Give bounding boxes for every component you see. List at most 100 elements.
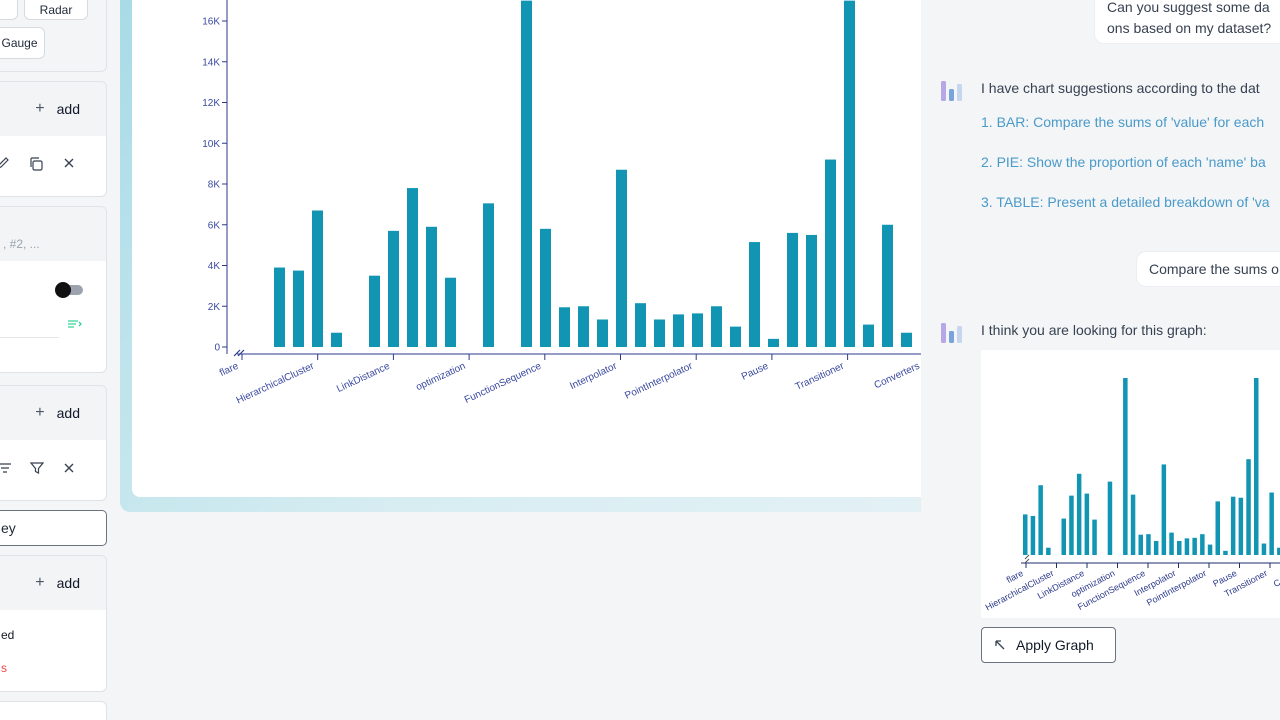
apply-graph-button[interactable]: Apply Graph xyxy=(981,627,1116,663)
mini-bar xyxy=(1146,534,1151,555)
bar xyxy=(369,275,380,347)
mini-bar-chart: flareHierarchicalClusterLinkDistanceopti… xyxy=(984,378,1280,612)
key-input-value: ey xyxy=(1,520,16,536)
y-tick-label: 4K xyxy=(208,261,221,272)
y-tick-label: 10K xyxy=(202,139,220,150)
y-tick-label: 16K xyxy=(202,17,220,28)
bot-message-2: I think you are looking for this graph: xyxy=(981,322,1207,338)
mini-x-tick-label: Conve xyxy=(1272,568,1280,589)
bar xyxy=(806,234,817,347)
bar xyxy=(882,224,893,347)
bar xyxy=(293,270,304,347)
user-message-1-line2: ons based on my dataset? xyxy=(1107,20,1272,36)
chart-frame: 0 2K 4K 6K 8K 10K 12K 14K 16K flare HierarchicalCl… xyxy=(120,0,921,512)
y-tick-label: 14K xyxy=(202,57,220,68)
chat-panel: Can you suggest some da ons based on my … xyxy=(921,0,1280,720)
bar xyxy=(559,307,570,347)
mini-bar xyxy=(1092,519,1097,555)
plus-icon[interactable]: + xyxy=(35,574,45,591)
key-input[interactable]: ey xyxy=(0,510,107,546)
bar xyxy=(844,0,855,347)
mini-bar xyxy=(1107,481,1113,555)
next-card xyxy=(0,701,107,720)
filter-icon[interactable] xyxy=(30,461,44,475)
suggestion-bar[interactable]: 1. BAR: Compare the sums of 'value' for … xyxy=(981,114,1265,130)
mini-bar xyxy=(1230,496,1236,555)
settings-card: + add ed s xyxy=(0,555,107,692)
axis-card-1-header: + add xyxy=(0,82,106,136)
series-placeholder: , #2, ... xyxy=(3,237,40,251)
x-tick-label: PointInterpolator xyxy=(623,360,695,401)
mini-bar xyxy=(1061,518,1066,555)
settings-row-label-error: s xyxy=(1,661,7,675)
mini-bar xyxy=(1261,543,1267,555)
mini-bar xyxy=(1192,537,1197,555)
y-tick-label: 12K xyxy=(202,98,220,109)
axis-break-mark xyxy=(233,349,245,357)
bar xyxy=(521,0,532,347)
toggle-knob xyxy=(55,282,71,298)
mini-bar xyxy=(1200,534,1205,555)
edit-icon[interactable] xyxy=(0,156,10,170)
plus-icon[interactable]: + xyxy=(35,404,45,421)
mini-bar xyxy=(1038,485,1043,555)
settings-row-label: ed xyxy=(1,628,15,642)
plus-icon[interactable]: + xyxy=(35,100,45,117)
chart-type-gauge-button[interactable]: Gauge xyxy=(0,27,45,59)
mini-bar xyxy=(1215,501,1220,555)
chart-workspace: 0 2K 4K 6K 8K 10K 12K 14K 16K flare HierarchicalCl… xyxy=(120,0,921,720)
chart-type-gauge-label: Gauge xyxy=(1,36,38,50)
bar xyxy=(540,228,551,347)
bar xyxy=(692,313,703,347)
suggestion-pie[interactable]: 2. PIE: Show the proportion of each 'nam… xyxy=(981,154,1266,170)
mini-bar xyxy=(1207,544,1213,555)
config-panel: Radar Gauge + add , #2, ... + add xyxy=(0,0,120,720)
mini-bar xyxy=(1138,534,1143,555)
filter-card: + add xyxy=(0,385,107,501)
y-tick-label: 2K xyxy=(208,302,221,313)
chart-canvas: 0 2K 4K 6K 8K 10K 12K 14K 16K flare HierarchicalCl… xyxy=(132,0,921,497)
bar xyxy=(768,338,779,347)
add-button[interactable]: add xyxy=(56,575,80,591)
bar xyxy=(426,226,437,347)
mini-bar xyxy=(1277,547,1280,555)
divider xyxy=(0,337,59,338)
arrow-up-left-icon xyxy=(995,640,1005,650)
mini-bar xyxy=(1130,494,1136,555)
sort-lines-icon[interactable] xyxy=(0,461,12,475)
bar xyxy=(730,326,741,347)
mini-bar xyxy=(1153,540,1159,555)
add-button[interactable]: add xyxy=(56,101,80,117)
close-icon[interactable] xyxy=(62,156,76,170)
axis-card-2: , #2, ... xyxy=(0,206,107,373)
bar xyxy=(312,210,323,347)
x-tick-label: Interpolator xyxy=(568,360,619,392)
x-tick-label: HierarchicalCluster xyxy=(235,360,317,406)
mini-bar xyxy=(1246,459,1251,555)
bar xyxy=(407,188,418,347)
copy-icon[interactable] xyxy=(28,156,44,172)
chart-type-partial-button[interactable] xyxy=(0,0,18,20)
axis-card-1: + add xyxy=(0,81,107,197)
chart-type-radar-button[interactable]: Radar xyxy=(24,0,88,20)
user-message-1: Can you suggest some da ons based on my … xyxy=(1094,0,1280,44)
bar xyxy=(597,319,608,347)
mini-bar xyxy=(1046,547,1051,555)
bot-avatar-icon xyxy=(941,81,962,101)
suggested-graph-preview[interactable]: flare HierarchicalCluster LinkDistance opti… xyxy=(981,350,1280,618)
mini-bar xyxy=(1177,540,1182,555)
bar xyxy=(863,324,874,347)
close-icon[interactable] xyxy=(62,461,76,475)
bot-avatar-icon xyxy=(941,323,962,343)
bar xyxy=(749,242,760,347)
chart-type-card-edge xyxy=(0,0,107,72)
mini-bar xyxy=(1269,492,1274,555)
suggestion-table[interactable]: 3. TABLE: Present a detailed breakdown o… xyxy=(981,194,1270,210)
bar xyxy=(578,306,589,347)
apply-graph-label: Apply Graph xyxy=(1016,637,1094,653)
sort-icon[interactable] xyxy=(67,318,83,330)
y-tick-label: 6K xyxy=(208,220,221,231)
bot-message-1: I have chart suggestions according to th… xyxy=(981,80,1260,96)
add-button[interactable]: add xyxy=(56,405,80,421)
mini-bar xyxy=(1023,514,1028,555)
